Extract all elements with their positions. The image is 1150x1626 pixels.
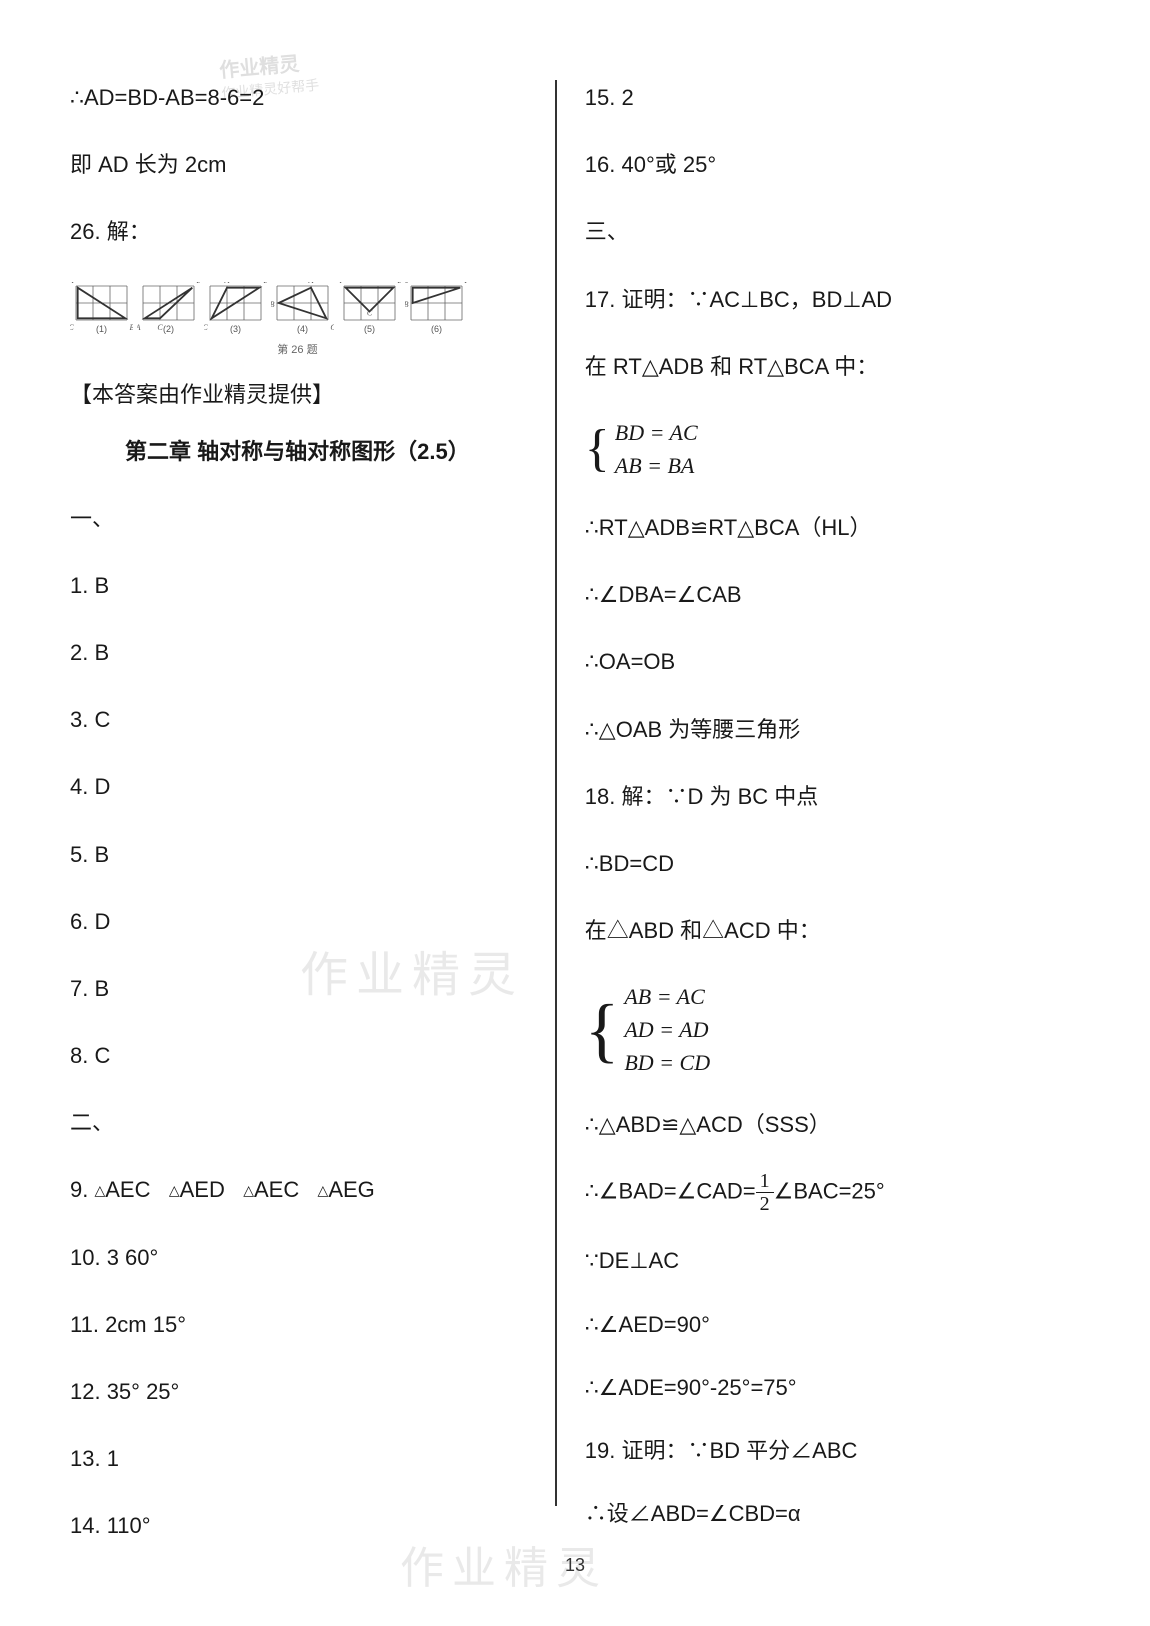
figure-panel: A C B (5) <box>338 282 401 339</box>
svg-text:A: A <box>70 282 74 285</box>
proof-step: 在△ABD 和△ACD 中： <box>585 913 1080 948</box>
svg-text:B: B <box>398 282 401 285</box>
proof-step: ∴OA=OB <box>585 644 1080 679</box>
right-column: 15. 2 16. 40°或 25° 三、 17. 证明：∵AC⊥BC，BD⊥A… <box>555 80 1080 1586</box>
svg-text:C: C <box>70 323 74 332</box>
equation-prefix: ∴∠BAD=∠CAD= <box>585 1179 756 1204</box>
svg-text:B: B <box>264 282 267 285</box>
svg-text:A: A <box>338 282 342 285</box>
left-brace-icon: { <box>585 424 610 474</box>
svg-text:D: D <box>405 282 409 285</box>
answer-item: 15. 2 <box>585 80 1080 115</box>
figure-panel: B F D (6) <box>405 282 468 339</box>
answer-item: 2. B <box>70 635 525 670</box>
answer-item: 4. D <box>70 769 525 804</box>
proof-step: 在 RT△ADB 和 RT△BCA 中： <box>585 349 1080 384</box>
answer-item: 8. C <box>70 1038 525 1073</box>
answer-item: 13. 1 <box>70 1441 525 1476</box>
proof-step: ∴∠AED=90° <box>585 1307 1080 1342</box>
left-column: ∴AD=BD-AB=8-6=2 即 AD 长为 2cm 26. 解： CBA(1… <box>70 80 555 1586</box>
figure-panel: ACB(2) <box>137 282 200 339</box>
svg-text:A: A <box>224 282 230 285</box>
svg-text:C: C <box>330 323 334 332</box>
equation: AD = AD <box>624 1013 710 1046</box>
proof-step: 18. 解：∵D 为 BC 中点 <box>585 779 1080 814</box>
proof-step: ∴BD=CD <box>585 846 1080 881</box>
figure-26-container: CBA(1)ACB(2)CAB(3)BAC(4)ACB(5)BFD(6) 第 2… <box>70 282 525 357</box>
equation: BD = CD <box>624 1046 710 1079</box>
figure-panel: B A C (4) <box>271 282 334 339</box>
answer-item: 14. 110° <box>70 1508 525 1543</box>
proof-step: ∴∠BAD=∠CAD=12∠BAC=25° <box>585 1170 1080 1215</box>
svg-text:(1): (1) <box>96 324 107 334</box>
answer-item: 6. D <box>70 904 525 939</box>
figure-26-grids: CBA(1)ACB(2)CAB(3)BAC(4)ACB(5)BFD(6) <box>70 282 525 339</box>
svg-text:(5): (5) <box>364 324 375 334</box>
equation: AB = BA <box>615 449 698 482</box>
svg-text:(3): (3) <box>230 324 241 334</box>
equation-system: { AB = AC AD = AD BD = CD <box>585 980 1080 1079</box>
answer-item: 10. 3 60° <box>70 1240 525 1275</box>
equation-suffix: ∠BAC=25° <box>774 1179 885 1204</box>
problem-26-label: 26. 解： <box>70 214 525 249</box>
answer-item: 9. △AEC △AED △AEC △AEG <box>70 1172 525 1207</box>
svg-text:C: C <box>204 323 208 332</box>
svg-text:(2): (2) <box>163 324 174 334</box>
proof-step: ∴∠DBA=∠CAB <box>585 577 1080 612</box>
svg-text:F: F <box>464 282 468 285</box>
proof-step: ∴△ABD≌△ACD（SSS） <box>585 1107 1080 1142</box>
denominator: 2 <box>756 1193 774 1215</box>
left-brace-icon: { <box>585 994 620 1066</box>
svg-text:C: C <box>367 308 373 317</box>
svg-text:(6): (6) <box>431 324 442 334</box>
proof-step: 17. 证明：∵AC⊥BC，BD⊥AD <box>585 282 1080 317</box>
svg-text:B: B <box>197 282 200 285</box>
proof-step: 19. 证明：∵BD 平分∠ABC <box>585 1433 1080 1468</box>
section-2-heading: 二、 <box>70 1105 525 1140</box>
answer-item: 11. 2cm 15° <box>70 1307 525 1342</box>
page-number: 13 <box>565 1555 585 1576</box>
equation: AB = AC <box>624 980 710 1013</box>
figure-caption: 第 26 题 <box>70 341 525 357</box>
content-wrapper: ∴AD=BD-AB=8-6=2 即 AD 长为 2cm 26. 解： CBA(1… <box>70 80 1080 1586</box>
svg-text:B: B <box>405 300 409 309</box>
svg-text:A: A <box>137 323 141 332</box>
proof-step: ∴RT△ADB≌RT△BCA（HL） <box>585 510 1080 545</box>
proof-conclusion: 即 AD 长为 2cm <box>70 147 525 182</box>
attribution-note: 【本答案由作业精灵提供】 <box>70 377 525 409</box>
proof-step: ∴设∠ABD=∠CBD=α <box>585 1496 1080 1531</box>
numerator: 1 <box>756 1170 774 1193</box>
proof-step: ∴△OAB 为等腰三角形 <box>585 712 1080 747</box>
answer-item: 1. B <box>70 568 525 603</box>
proof-step: ∴AD=BD-AB=8-6=2 <box>70 80 525 115</box>
column-divider <box>555 80 557 1506</box>
figure-panel: C A B (3) <box>204 282 267 339</box>
fraction: 12 <box>756 1170 774 1215</box>
section-3-heading: 三、 <box>585 214 1080 249</box>
equation-system: { BD = AC AB = BA <box>585 416 1080 482</box>
answer-item: 3. C <box>70 702 525 737</box>
section-1-heading: 一、 <box>70 501 525 536</box>
svg-text:B: B <box>130 323 133 332</box>
answer-item: 12. 35° 25° <box>70 1374 525 1409</box>
answer-item: 5. B <box>70 837 525 872</box>
svg-text:A: A <box>308 282 314 285</box>
chapter-title: 第二章 轴对称与轴对称图形（2.5） <box>70 434 525 466</box>
answer-item: 16. 40°或 25° <box>585 147 1080 182</box>
equation: BD = AC <box>615 416 698 449</box>
figure-panel: C B A (1) <box>70 282 133 339</box>
answer-item: 7. B <box>70 971 525 1006</box>
svg-text:B: B <box>271 300 275 309</box>
proof-step: ∵DE⊥AC <box>585 1243 1080 1278</box>
proof-step: ∴∠ADE=90°-25°=75° <box>585 1370 1080 1405</box>
svg-text:(4): (4) <box>297 324 308 334</box>
